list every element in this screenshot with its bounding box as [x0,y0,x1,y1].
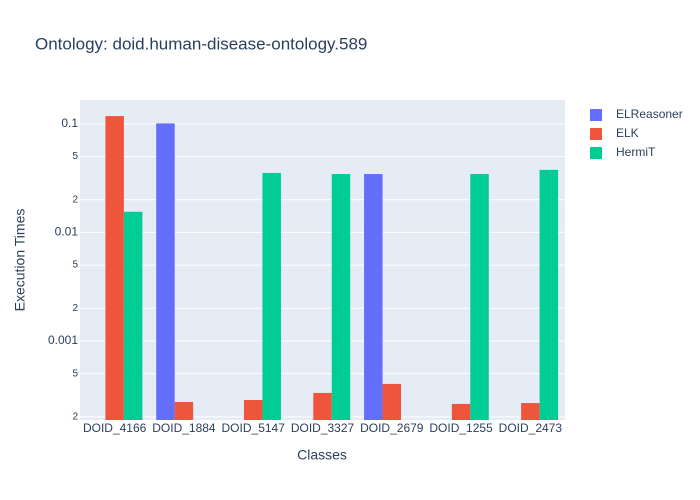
x-tick-label: DOID_5147 [222,421,286,435]
y-tick-label: 2 [72,303,78,314]
bar [174,401,194,420]
x-tick-label: DOID_1255 [429,421,493,435]
bar [364,174,383,420]
legend-swatch[interactable] [590,109,602,121]
x-axis-title: Classes [297,447,347,463]
legend-label[interactable]: ELReasoner [616,107,683,121]
x-tick-label: DOID_4166 [83,421,147,435]
bar [521,403,540,420]
legend-swatch[interactable] [590,147,602,159]
x-tick-label: DOID_2679 [360,421,424,435]
y-tick-label: 0.01 [55,225,79,239]
y-tick-label: 0.1 [61,116,78,130]
legend-swatch[interactable] [590,128,602,140]
bar [539,169,559,420]
x-tick-label: DOID_2473 [499,421,563,435]
bar [105,116,124,420]
y-tick-label: 5 [72,368,78,379]
y-tick-label: 5 [72,260,78,271]
y-axis-title: Execution Times [12,209,28,312]
y-tick-label: 2 [72,194,78,205]
chart-title: Ontology: doid.human-disease-ontology.58… [35,34,367,53]
bar [262,172,281,420]
legend-label[interactable]: ELK [616,126,639,140]
bar [243,399,263,420]
y-tick-label: 2 [72,411,78,422]
bar [470,174,489,420]
bar [331,174,351,420]
plot-area [80,100,565,420]
y-tick-label: 5 [72,151,78,162]
bar [382,383,402,420]
x-tick-label: DOID_1884 [152,421,216,435]
bar [451,403,471,420]
x-tick-label: DOID_3327 [291,421,355,435]
bar [313,392,332,420]
legend-label[interactable]: HermiT [616,145,656,159]
y-tick-label: 0.001 [48,333,78,347]
bar [156,123,175,420]
bar [123,211,143,420]
